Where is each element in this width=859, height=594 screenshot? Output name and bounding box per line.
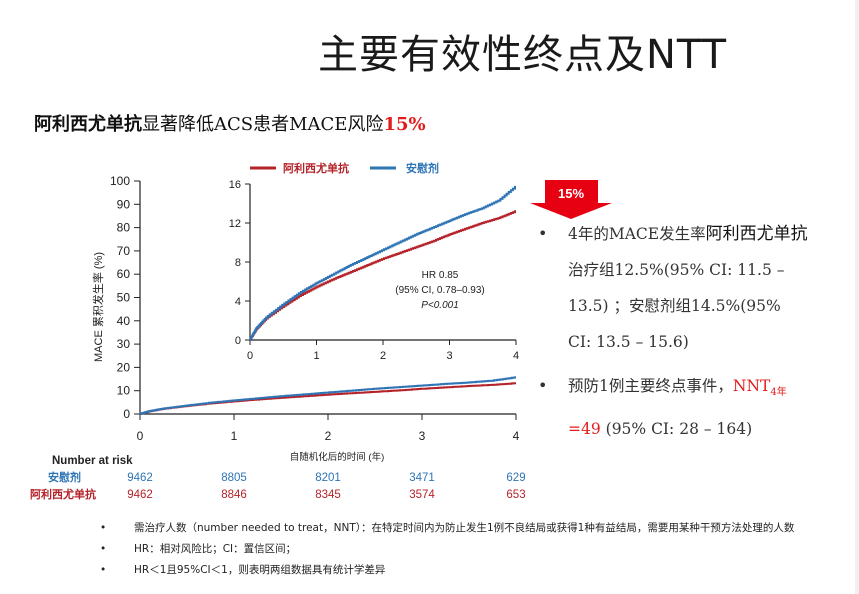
main-y-tick-label: 30 [117,337,131,351]
hr-p-value: P<0.001 [421,300,459,311]
hr-annotation: HR 0.85 (95% CI, 0.78–0.93) P<0.001 [395,270,485,311]
legend-label-placebo: 安慰剂 [406,161,439,175]
main-y-tick-label: 80 [117,221,131,235]
inset-y-tick-label: 4 [235,296,241,308]
inset-y-tick-label: 8 [235,257,241,269]
finding2-ci: (95% CI: 28 – 164) [600,420,753,439]
main-x-tick-label: 2 [325,429,332,443]
main-series-line-alirocumab [139,382,516,415]
risk-value: 3471 [409,472,435,484]
down-arrow-icon [530,180,612,219]
finding1-drug: 阿利西尤单抗 [705,224,808,244]
risk-value: 8345 [315,489,341,501]
main-y-tick-label: 90 [117,197,131,211]
footnote-significance: HR＜1且95%CI＜1，则表明两组数据具有统计学差异 [100,560,794,581]
slide-title: 主要有效性终点及NTT [318,32,728,78]
inset-x-tick-label: 0 [247,350,253,362]
main-y-axis-label: MACE 累积发生率 (%) [91,252,105,362]
main-y-tick-label: 40 [117,314,131,328]
main-x-axis-label: 自随机化后的时间 (年) [290,451,384,463]
inset-y-tick-label: 16 [229,179,241,191]
legend: 阿利西尤单抗 安慰剂 [250,161,439,175]
inset-y-tick-label: 0 [235,335,241,347]
arrow-label: 15% [558,186,584,201]
inset-x-tick-label: 3 [446,350,452,362]
main-y-tick-label: 20 [117,360,131,374]
subtitle-mid: 显著降低ACS患者MACE风险 [142,114,384,135]
risk-value: 653 [506,489,525,501]
footnotes: 需治疗人数（number needed to treat，NNT）：在特定时间内… [100,518,794,581]
hr-ci: (95% CI, 0.78–0.93) [395,285,485,296]
risk-label-placebo: 安慰剂 [48,470,81,484]
subtitle-drug: 阿利西尤单抗 [34,114,142,135]
hr-value: HR 0.85 [422,270,459,281]
finding1-line1: 4年的MACE发生率 [568,225,706,243]
main-y-tick-label: 10 [117,384,131,398]
main-series-line-placebo [139,376,516,415]
inset-series-line-placebo [249,185,516,341]
main-x-tick-label: 4 [513,429,520,443]
risk-value: 629 [506,472,525,484]
finding-nnt: 预防1例主要终点事件，NNT4年 =49 (95% CI: 28 – 164) [536,368,836,447]
inset-x-tick-label: 4 [513,350,519,362]
main-y-tick-label: 100 [110,174,130,188]
finding1-line4: CI: 13.5 – 15.6) [568,333,689,351]
main-x-tick-label: 3 [419,429,426,443]
legend-label-alirocumab: 阿利西尤单抗 [283,161,349,175]
finding2-nnt: NNT [732,377,771,395]
risk-label-alirocumab: 阿利西尤单抗 [30,487,96,501]
finding2-line1: 预防1例主要终点事件， [568,377,733,395]
main-y-tick-label: 70 [117,244,131,258]
finding-mace-rate: 4年的MACE发生率阿利西尤单抗 治疗组12.5%(95% CI: 11.5 –… [536,216,836,360]
risk-value: 8846 [221,489,247,501]
right-edge-strip [855,0,859,594]
inset-x-tick-label: 2 [380,350,386,362]
risk-value: 3574 [409,489,435,501]
inset-x-tick-label: 1 [313,350,319,362]
subtitle-percent: 15% [383,114,426,135]
risk-value: 9462 [127,489,153,501]
inset-background [228,176,524,364]
key-findings: 4年的MACE发生率阿利西尤单抗 治疗组12.5%(95% CI: 11.5 –… [536,216,836,447]
main-x-tick-label: 1 [231,429,238,443]
number-at-risk: Number at risk 安慰剂 阿利西尤单抗 9462 8805 8201 34… [30,455,526,501]
main-y-tick-label: 0 [123,407,130,421]
inset-y-tick-label: 12 [229,218,241,230]
finding2-nnt-sub: 4年 [770,387,787,399]
footnote-nnt: 需治疗人数（number needed to treat，NNT）：在特定时间内… [100,518,794,539]
finding2-nnt-value: =49 [568,420,601,439]
finding1-line3: 13.5) ；安慰剂组14.5%(95% [568,297,781,315]
risk-header: Number at risk [52,455,133,467]
finding1-line2: 治疗组12.5%(95% CI: 11.5 – [568,261,785,279]
risk-value: 8805 [221,472,247,484]
reduction-arrow: 15% [530,180,612,219]
footnote-hr-ci: HR：相对风险比；CI：置信区间； [100,539,794,560]
main-y-tick-label: 50 [117,291,131,305]
main-y-tick-label: 60 [117,267,131,281]
risk-value: 9462 [127,472,153,484]
risk-value: 8201 [315,472,341,484]
main-x-tick-label: 0 [137,429,144,443]
slide-subtitle: 阿利西尤单抗显著降低ACS患者MACE风险15% [34,110,426,136]
